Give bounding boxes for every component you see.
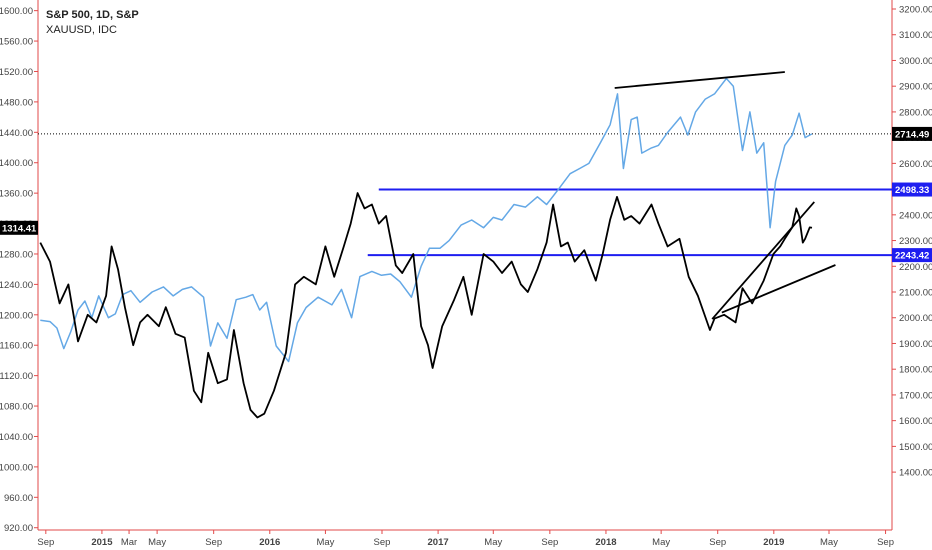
xauusd-series-line: [40, 77, 813, 363]
right-axis-tick-label: 3200.00: [899, 5, 932, 16]
right-axis-tick-label: 1600.00: [899, 416, 932, 427]
right-axis-tick-label: 2000.00: [899, 313, 932, 324]
sp500-series-line: [39, 192, 813, 419]
right-axis-tick-label: 2300.00: [899, 236, 932, 247]
trend-line: [721, 264, 836, 314]
right-axis-tick-label: 1700.00: [899, 390, 932, 401]
chart-legend: S&P 500, 1D, S&P XAUUSD, IDC: [46, 8, 139, 38]
x-axis-tick-label: 2016: [259, 537, 280, 548]
right-axis-tick-label: 2800.00: [899, 107, 932, 118]
left-axis-tick-label: 1280.00: [0, 249, 33, 260]
right-axis-tick-label: 3100.00: [899, 30, 932, 41]
x-axis-tick-label: 2015: [91, 537, 113, 548]
x-axis-tick-label: 2019: [763, 537, 784, 548]
right-axis-tick-label: 1400.00: [899, 468, 932, 479]
left-axis-tick-label: 1240.00: [0, 280, 33, 291]
left-axis-tick-label: 1360.00: [0, 189, 33, 200]
right-price-badge-label: 2243.42: [895, 251, 929, 262]
left-price-badge-label: 1314.41: [2, 223, 37, 234]
left-axis-tick-label: 1520.00: [0, 67, 33, 78]
x-axis-tick-label: May: [484, 537, 502, 548]
legend-xauusd: XAUUSD, IDC: [46, 24, 117, 36]
trend-line: [711, 201, 815, 320]
right-axis-tick-label: 1800.00: [899, 365, 932, 376]
left-axis-tick-label: 1600.00: [0, 6, 33, 17]
x-axis-tick-label: Sep: [541, 537, 558, 548]
x-axis-tick-label: 2017: [428, 537, 449, 548]
x-axis-tick-label: Sep: [374, 537, 391, 548]
right-axis-tick-label: 2400.00: [899, 210, 932, 221]
left-axis-tick-label: 1160.00: [0, 341, 33, 352]
left-axis-tick-label: 1080.00: [0, 402, 33, 413]
left-price-badge: [0, 220, 38, 235]
x-axis-tick-label: Sep: [37, 537, 54, 548]
right-price-badge-label: 2714.49: [895, 129, 929, 140]
right-price-badge: [892, 248, 932, 263]
legend-sp500: S&P 500, 1D, S&P: [46, 9, 139, 21]
right-axis-tick-label: 2200.00: [899, 262, 932, 273]
right-axis-tick-label: 1900.00: [899, 339, 932, 350]
right-axis-tick-label: 2900.00: [899, 82, 932, 93]
left-axis-tick-label: 1440.00: [0, 128, 33, 139]
left-axis-tick-label: 1480.00: [0, 97, 33, 108]
right-price-badge: [892, 182, 932, 197]
left-axis-tick-label: 960.00: [4, 493, 33, 504]
trend-line: [614, 71, 785, 89]
x-axis-tick-label: Sep: [877, 537, 894, 548]
right-axis-tick-label: 1500.00: [899, 442, 932, 453]
right-price-badge-label: 2498.33: [895, 185, 929, 196]
x-axis-tick-label: 2018: [595, 537, 616, 548]
right-axis-tick-label: 3000.00: [899, 56, 932, 67]
left-axis-tick-label: 1000.00: [0, 462, 33, 473]
right-axis-tick-label: 2600.00: [899, 159, 932, 170]
left-axis-tick-label: 1040.00: [0, 432, 33, 443]
left-axis-tick-label: 1120.00: [0, 371, 33, 382]
x-axis-tick-label: Sep: [709, 537, 726, 548]
right-axis-tick-label: 2100.00: [899, 288, 932, 299]
x-axis-tick-label: May: [652, 537, 670, 548]
left-axis-tick-label: 1400.00: [0, 158, 33, 169]
x-axis-tick-label: May: [820, 537, 838, 548]
right-price-badge: [892, 126, 932, 141]
left-axis-tick-label: 1560.00: [0, 37, 33, 48]
x-axis-tick-label: May: [148, 537, 166, 548]
left-axis-tick-label: 1200.00: [0, 310, 33, 321]
left-axis-tick-label: 920.00: [4, 523, 33, 534]
x-axis-tick-label: Sep: [205, 537, 222, 548]
x-axis-tick-label: Mar: [121, 537, 137, 548]
x-axis-tick-label: May: [316, 537, 334, 548]
